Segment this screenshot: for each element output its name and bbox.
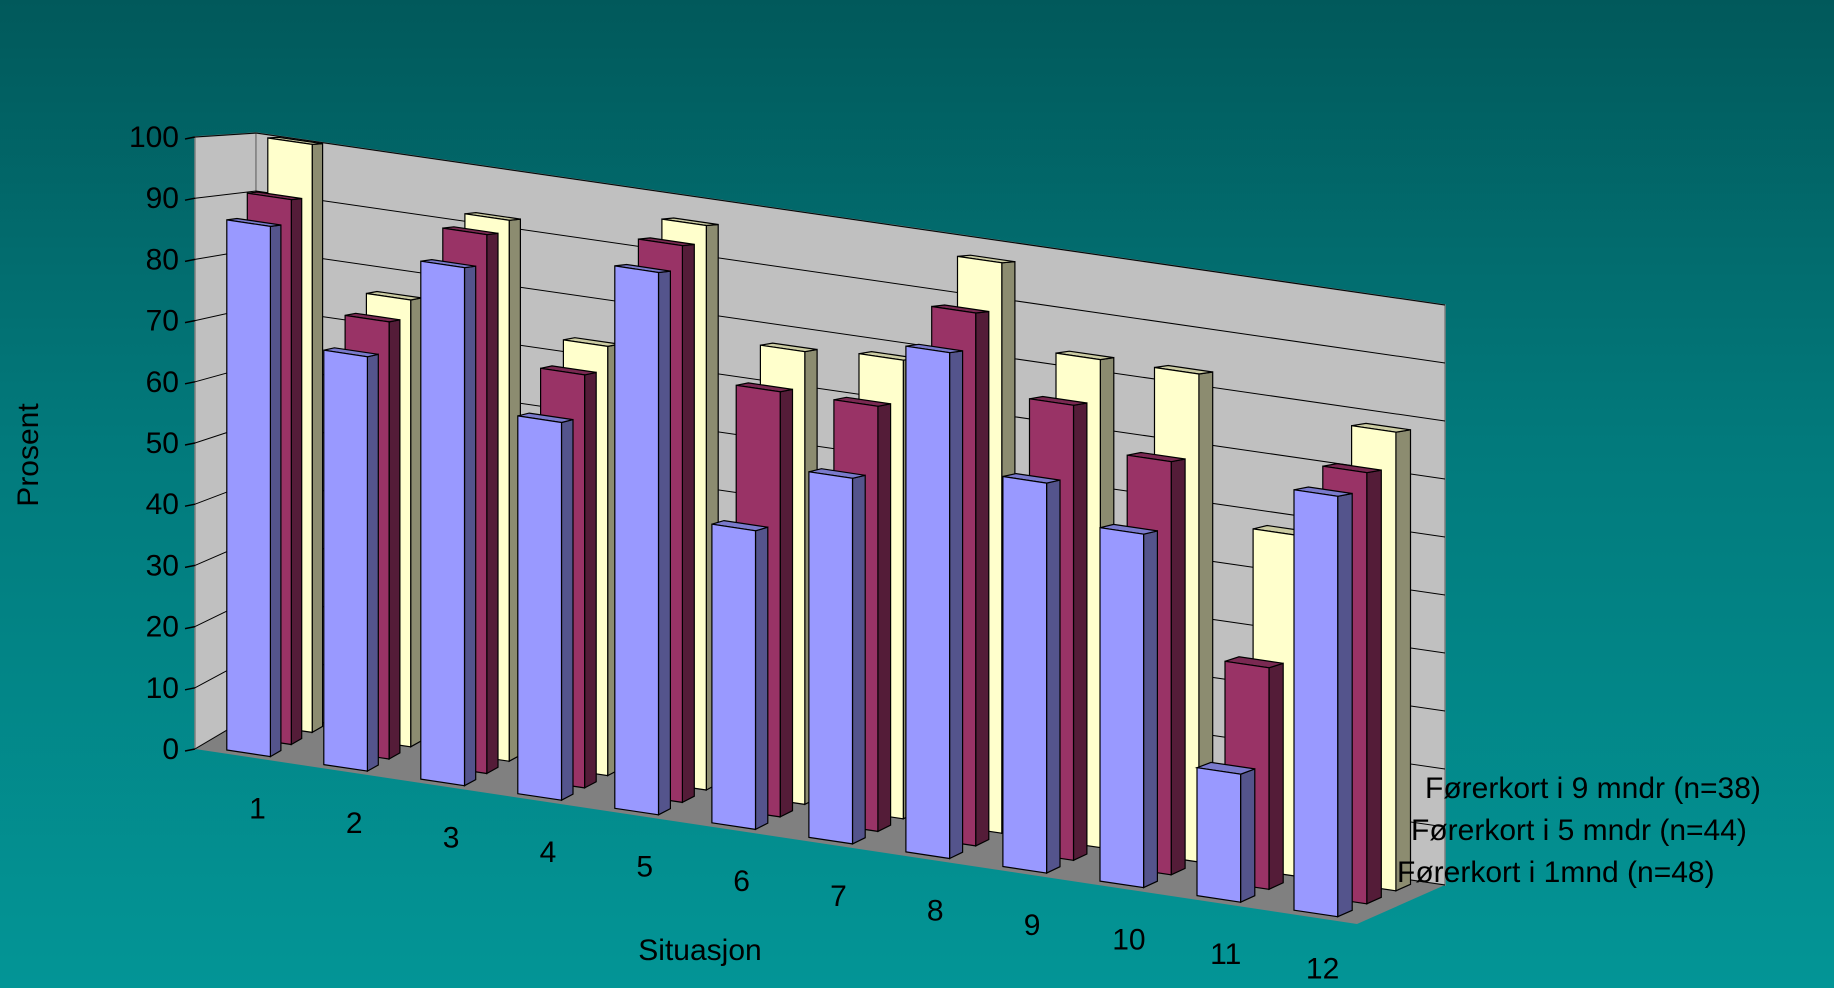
x-axis-tick-labels: 1 2 3 4 5 6 7 8 9 10 11 12 — [249, 792, 1339, 985]
bar-1-7 — [808, 468, 866, 845]
bar-1-5 — [614, 263, 672, 816]
y-tick-label: 20 — [146, 611, 179, 644]
y-tick-label: 90 — [146, 182, 179, 215]
legend-label: Førerkort i 5 mndr (n=44) — [1411, 814, 1747, 847]
y-tick-mark — [184, 136, 196, 140]
y-tick-label: 10 — [146, 672, 179, 705]
bar-1-10 — [1099, 523, 1159, 889]
y-tick-mark — [184, 503, 196, 507]
y-tick-label: 50 — [146, 427, 179, 460]
y-tick-label: 100 — [129, 121, 179, 154]
bar-1-12 — [1293, 486, 1353, 918]
x-axis-title: Situasjon — [638, 934, 761, 967]
x-tick-label: 2 — [346, 807, 363, 840]
bar-1-9 — [1002, 472, 1061, 875]
y-tick-mark — [184, 197, 196, 201]
bar-1-11 — [1194, 761, 1256, 904]
x-tick-label: 5 — [636, 851, 653, 884]
bars — [226, 136, 1412, 918]
gridline — [194, 190, 1446, 364]
x-tick-label: 8 — [927, 894, 944, 927]
x-tick-label: 4 — [540, 836, 557, 869]
bar-1-3 — [420, 258, 477, 787]
y-axis-title: Prosent — [12, 403, 45, 507]
bar-1-1 — [226, 217, 282, 758]
x-tick-label: 11 — [1210, 938, 1241, 971]
y-tick-label: 0 — [162, 733, 179, 766]
x-tick-label: 7 — [830, 880, 847, 913]
y-tick-label: 80 — [146, 243, 179, 276]
y-tick-label: 60 — [146, 366, 179, 399]
x-tick-label: 3 — [443, 821, 460, 854]
y-tick-mark — [184, 381, 196, 385]
x-tick-label: 1 — [249, 792, 266, 825]
legend: Førerkort i 9 mndr (n=38) Førerkort i 5 m… — [1397, 772, 1761, 889]
y-tick-mark — [184, 258, 196, 263]
bar-1-2 — [323, 347, 379, 773]
bar-1-4 — [517, 412, 574, 802]
y-axis-tick-labels: 0 10 20 30 40 50 60 70 80 90 100 — [129, 121, 196, 766]
bar-1-8 — [905, 343, 964, 860]
x-tick-label: 6 — [733, 865, 750, 898]
y-tick-mark — [184, 748, 196, 752]
y-tick-mark — [184, 625, 196, 630]
y-tick-mark — [184, 564, 196, 569]
x-tick-label: 12 — [1306, 953, 1339, 986]
y-tick-label: 30 — [146, 549, 179, 582]
legend-label: Førerkort i 1mnd (n=48) — [1397, 856, 1715, 889]
x-tick-label: 10 — [1112, 924, 1145, 957]
y-tick-label: 70 — [146, 305, 179, 338]
x-tick-label: 9 — [1024, 909, 1041, 942]
y-tick-mark — [184, 442, 196, 446]
y-tick-mark — [184, 687, 196, 691]
gridline — [194, 132, 1446, 306]
legend-label: Førerkort i 9 mndr (n=38) — [1425, 772, 1761, 805]
bar-1-6 — [711, 519, 769, 831]
y-tick-mark — [184, 319, 196, 324]
y-tick-label: 40 — [146, 488, 179, 521]
